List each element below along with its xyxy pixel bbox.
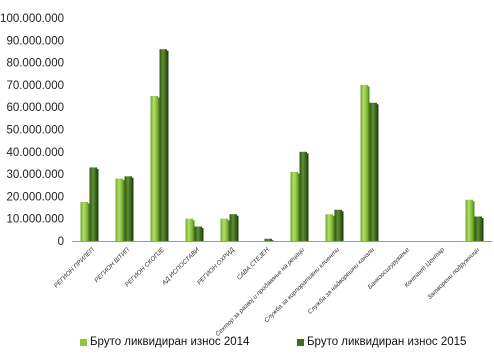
bar-shade <box>342 211 344 241</box>
bar-2015 <box>159 49 167 241</box>
y-tick-label: 70.000.000 <box>6 80 64 92</box>
y-tick-label: 0 <box>58 236 64 248</box>
x-tick-label: РЕГИОН ОХРИД <box>196 246 236 286</box>
bar-2014 <box>360 84 368 242</box>
legend-label-2015: Бруто ликвидиран износ 2015 <box>307 336 467 348</box>
bar-2015 <box>229 214 237 241</box>
bar-shade <box>473 201 475 241</box>
legend-label-2014: Бруто ликвидиран износ 2014 <box>90 336 250 348</box>
bar-2015 <box>264 238 272 241</box>
bar-2014 <box>220 218 228 241</box>
bar-shade <box>167 50 169 241</box>
bar-2014 <box>185 218 193 241</box>
bar-2015 <box>334 209 342 241</box>
legend-swatch-2014 <box>80 338 87 346</box>
bar-shade <box>158 97 160 241</box>
bar-2015 <box>89 167 97 241</box>
y-tick-label: 20.000.000 <box>6 191 64 203</box>
bar-shade <box>88 203 90 241</box>
bar-2014 <box>115 178 123 241</box>
x-tick-label: Служба за корпоративни клиенти <box>262 245 341 324</box>
y-tick-label: 30.000.000 <box>6 169 64 181</box>
legend-item-2014: Бруто ликвидиран износ 2014 <box>80 336 249 348</box>
x-tick-label: РЕГИОН ПРИЛЕП <box>53 246 96 289</box>
y-tick-label: 90.000.000 <box>6 35 64 47</box>
bar-shade <box>377 104 379 242</box>
bar-shade <box>298 173 300 241</box>
bar-shade <box>202 228 204 241</box>
bar-shade <box>228 220 230 241</box>
bar-2014 <box>150 96 158 241</box>
bar-shade <box>132 177 134 241</box>
bar-shade <box>333 215 335 241</box>
bar-2014 <box>465 199 473 241</box>
bar-shade <box>272 240 274 241</box>
bar-2014 <box>290 171 298 241</box>
bar-shade <box>368 86 370 242</box>
bar-shade <box>237 215 239 241</box>
chart-canvas: 0 10.000.000 20.000.000 30.000.000 40.000.00… <box>0 13 492 336</box>
bar-2015 <box>124 176 132 241</box>
bar-shade <box>482 217 484 241</box>
x-tick-label: Служба за надворешни канали <box>306 245 376 315</box>
bar-shade <box>97 168 99 241</box>
bar-shade <box>193 220 195 241</box>
bar-shade <box>123 180 125 241</box>
bar-2015 <box>299 151 307 241</box>
bar-2015 <box>194 226 202 241</box>
y-tick-label: 60.000.000 <box>6 102 64 114</box>
y-axis: 0 10.000.000 20.000.000 30.000.000 40.000.00… <box>0 13 64 248</box>
y-tick-label: 100.000.000 <box>0 13 64 25</box>
bar-shade <box>307 153 309 241</box>
legend: Бруто ликвидиран износ 2014 Бруто ликвид… <box>0 336 494 354</box>
bar-2015 <box>369 102 377 242</box>
y-tick-label: 50.000.000 <box>6 125 64 137</box>
y-tick-label: 40.000.000 <box>6 147 64 159</box>
bar-2015 <box>474 216 482 241</box>
y-tick-label: 80.000.000 <box>6 58 64 70</box>
y-tick-label: 10.000.000 <box>6 214 64 226</box>
legend-item-2015: Бруто ликвидиран износ 2015 <box>297 336 466 348</box>
legend-swatch-2015 <box>297 338 304 346</box>
bars <box>80 49 484 242</box>
x-tick-label: САВА СТЕЈЕН <box>236 246 272 282</box>
x-tick-label: РЕГИОН ШТИП <box>93 246 131 284</box>
bar-2014 <box>325 214 333 241</box>
bar-2014 <box>80 201 88 241</box>
